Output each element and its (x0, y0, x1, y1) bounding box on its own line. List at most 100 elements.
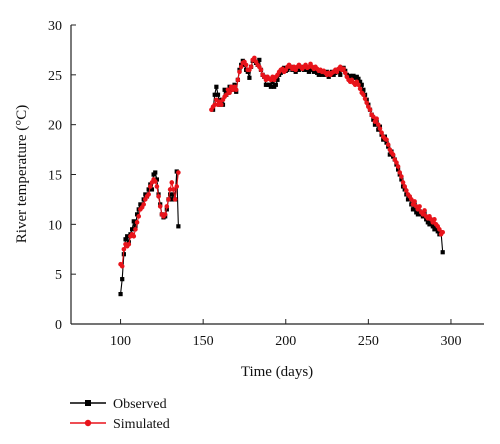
data-point-simulated (233, 87, 239, 93)
data-point-observed (440, 250, 445, 255)
data-point-observed (415, 212, 421, 217)
axis-ticks: 100 150 200 250 300 0 5 10 15 20 25 30 (48, 19, 461, 349)
y-axis-title: River temperature (°C) (14, 105, 30, 243)
data-point-simulated (223, 92, 229, 98)
data-point-observed (131, 219, 136, 224)
data-point-simulated (342, 70, 348, 76)
data-point-simulated (394, 160, 399, 165)
data-point-simulated (400, 180, 406, 185)
data-point-simulated (258, 67, 264, 73)
y-tick-label: 25 (48, 69, 62, 84)
data-point-simulated (432, 217, 437, 222)
data-point-simulated (341, 66, 346, 72)
legend-item-observed: Observed (70, 397, 167, 412)
data-point-simulated (174, 184, 180, 189)
data-point-observed (356, 76, 361, 81)
data-point-simulated (252, 55, 257, 61)
x-axis-title: Time (days) (241, 364, 313, 380)
data-point-observed (338, 72, 343, 77)
data-point-simulated (227, 90, 232, 96)
data-point-observed (153, 170, 158, 175)
data-point-observed (118, 292, 123, 297)
data-point-simulated (219, 102, 224, 108)
data-point-simulated (156, 194, 161, 199)
data-point-simulated (437, 227, 442, 232)
data-point-simulated (172, 197, 178, 202)
legend-simulated-marker (84, 419, 92, 427)
data-point-simulated (237, 69, 242, 75)
data-point-simulated (154, 184, 160, 189)
data-point-simulated (162, 212, 168, 217)
data-point-observed (432, 227, 437, 232)
data-point-observed (273, 82, 278, 87)
legend-observed-label: Observed (113, 397, 167, 412)
data-point-observed (214, 84, 219, 89)
data-point-simulated (440, 230, 446, 235)
x-tick-label: 150 (193, 334, 214, 349)
legend-item-simulated: Simulated (70, 417, 170, 432)
series-observed (118, 57, 445, 297)
y-tick-label: 15 (48, 169, 62, 184)
data-point-simulated (126, 241, 132, 247)
data-point-simulated (395, 164, 401, 169)
data-point-observed (270, 79, 275, 84)
data-point-observed (395, 167, 401, 172)
data-point-observed (372, 122, 378, 127)
data-point-observed (361, 87, 366, 92)
data-point-simulated (384, 137, 389, 142)
data-point-simulated (146, 192, 151, 197)
data-point-observed (123, 237, 128, 242)
data-point-observed (387, 152, 392, 157)
y-tick-label: 0 (55, 318, 62, 333)
data-point-observed (133, 224, 138, 229)
data-point-observed (125, 234, 130, 239)
data-point-observed (120, 277, 125, 282)
data-point-simulated (402, 184, 408, 189)
data-point-simulated (364, 100, 370, 106)
data-point-simulated (356, 82, 361, 88)
data-point-observed (427, 222, 432, 227)
data-point-observed (176, 224, 181, 229)
data-point-simulated (171, 187, 176, 192)
data-point-simulated (374, 116, 379, 121)
data-point-observed (164, 207, 169, 212)
data-point-simulated (390, 152, 396, 157)
data-point-simulated (379, 130, 384, 135)
series-layer (118, 55, 446, 297)
data-point-observed (130, 227, 135, 232)
data-point-observed (247, 75, 252, 80)
data-point-simulated (164, 204, 170, 209)
data-point-simulated (141, 202, 146, 207)
data-point-observed (171, 192, 176, 197)
data-point-simulated (235, 77, 241, 83)
data-point-observed (146, 187, 151, 192)
legend-simulated-label: Simulated (113, 417, 170, 432)
data-point-simulated (399, 174, 404, 179)
data-point-observed (134, 212, 140, 217)
data-point-simulated (375, 122, 381, 127)
data-point-simulated (152, 179, 158, 184)
data-point-simulated (412, 199, 417, 204)
data-point-observed (212, 92, 217, 97)
data-point-observed (215, 92, 221, 97)
data-point-observed (169, 197, 174, 202)
data-point-simulated (367, 107, 373, 113)
data-point-simulated (214, 97, 219, 103)
data-point-observed (410, 207, 416, 212)
data-point-simulated (243, 62, 249, 68)
plot-frame (70, 25, 484, 325)
y-tick-label: 10 (48, 218, 62, 233)
data-point-simulated (167, 187, 173, 192)
x-tick-label: 200 (275, 334, 296, 349)
data-point-simulated (377, 126, 383, 131)
data-point-simulated (238, 64, 244, 70)
data-point-observed (399, 177, 404, 182)
data-point-simulated (134, 220, 140, 225)
data-point-observed (371, 117, 376, 122)
data-point-simulated (147, 184, 153, 189)
data-point-simulated (248, 64, 254, 70)
series-line-simulated (210, 56, 444, 236)
data-point-simulated (136, 214, 142, 219)
legend-observed-marker (85, 400, 91, 406)
